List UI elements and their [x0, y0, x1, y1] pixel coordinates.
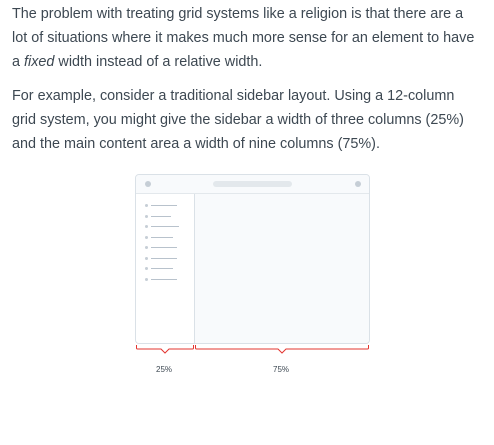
nav-bullet-icon [145, 277, 148, 281]
content-width-brace [195, 345, 369, 355]
nav-label-placeholder [151, 278, 177, 280]
nav-bullet-icon [145, 246, 148, 249]
nav-label-placeholder [151, 236, 173, 238]
address-bar-placeholder [213, 181, 292, 187]
sidebar-width-label: 25% [156, 365, 173, 374]
nav-bullet-icon [145, 256, 148, 260]
browser-window-mockup [135, 174, 370, 344]
sidebar-width-brace [136, 345, 194, 355]
nav-label-placeholder [151, 257, 177, 259]
content-width-label: 75% [273, 365, 290, 374]
emphasis-fixed: fixed [24, 54, 55, 70]
nav-label-placeholder [151, 268, 173, 269]
nav-bullet-icon [145, 235, 148, 239]
nav-label-placeholder [151, 247, 177, 248]
paragraph-sidebar-example: For example, consider a traditional side… [12, 88, 464, 152]
window-dot-icon [145, 181, 151, 187]
window-titlebar [136, 175, 369, 194]
paragraph-fixed-width: The problem with treating grid systems l… [12, 2, 482, 74]
nav-bullet-icon [145, 204, 148, 207]
nav-label-placeholder [151, 215, 171, 217]
paragraph-text-end: width instead of a relative width. [54, 54, 263, 70]
paragraph-text-start: The problem with treating grid systems l… [12, 6, 475, 70]
sidebar-mockup [136, 194, 195, 343]
window-dot-icon [355, 181, 361, 187]
main-content-mockup [195, 194, 369, 343]
nav-bullet-icon [145, 214, 148, 218]
layout-illustration: 25% 75% [135, 174, 370, 374]
nav-bullet-icon [145, 267, 148, 270]
nav-label-placeholder [151, 226, 179, 227]
nav-label-placeholder [151, 205, 177, 206]
nav-bullet-icon [145, 225, 148, 228]
